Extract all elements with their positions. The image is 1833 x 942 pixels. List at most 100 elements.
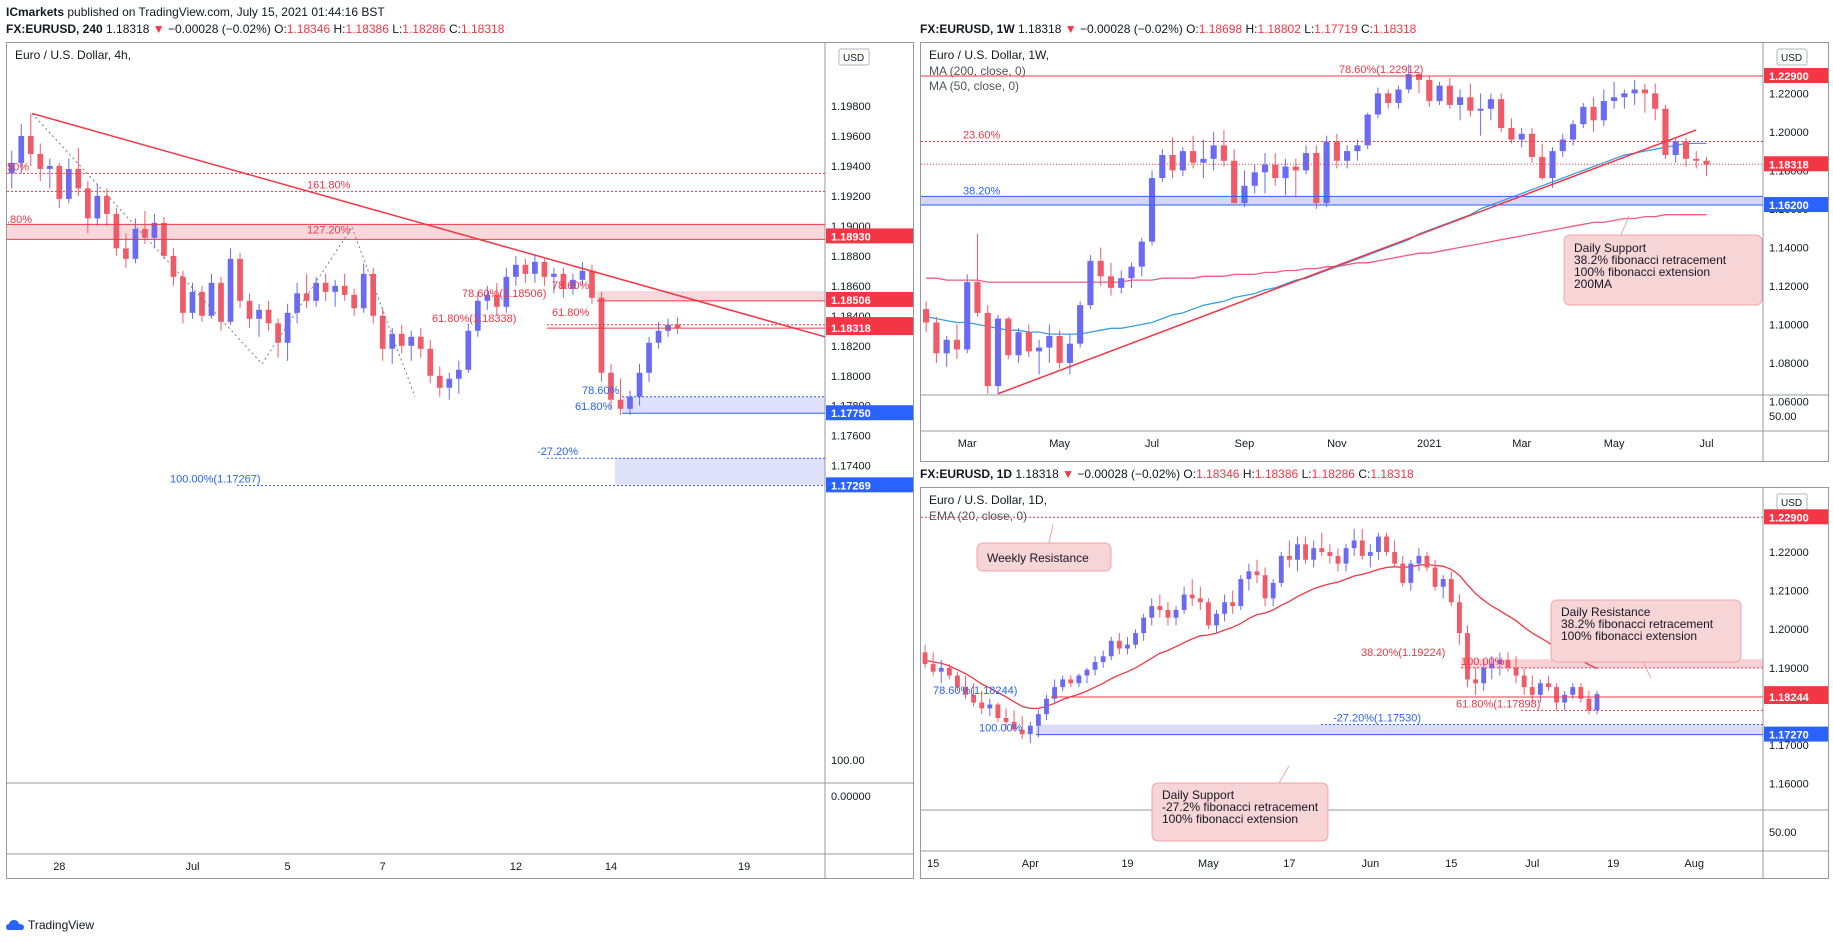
- support-zone: [921, 196, 1763, 206]
- candle-body: [503, 276, 510, 307]
- y-tick-label: 1.06000: [1769, 396, 1809, 408]
- d1-last-price: 1.18318: [1015, 467, 1059, 481]
- candle-body: [1415, 74, 1423, 80]
- y-tick-label: 1.18000: [831, 371, 871, 383]
- fib-guide-line: [31, 113, 263, 365]
- w1-change: −0.00028 (−0.02%): [1079, 22, 1183, 36]
- callout-pointer: [1642, 661, 1652, 679]
- candle-body: [227, 258, 234, 322]
- y-tick-label: 1.22000: [1769, 88, 1809, 100]
- d1-chart[interactable]: 1.22000 1.21000 1.20000 1.19000 1.17000 1.160…: [921, 488, 1828, 878]
- y-tick-label: 1.18200: [831, 341, 871, 353]
- candle-body: [1179, 151, 1186, 171]
- price-tag-label: 1.18506: [831, 295, 871, 307]
- price-tag-label: 1.17269: [831, 480, 871, 492]
- candle-body: [1141, 617, 1147, 634]
- w1-chart[interactable]: 1.220001.200001.180001.160001.140001.120…: [921, 43, 1828, 461]
- candle-body: [132, 228, 139, 259]
- w1-symbol-line: FX:EURUSD, 1W 1.18318 ▼ −0.00028 (−0.02%…: [920, 22, 1416, 36]
- ema20-line: [924, 563, 1598, 710]
- candle-body: [1254, 571, 1260, 576]
- fib-guide-line: [351, 227, 416, 397]
- fib-label: 61.80%: [552, 307, 590, 319]
- candle-body: [1220, 145, 1227, 161]
- candle-body: [1060, 679, 1066, 688]
- candle-body: [1015, 332, 1022, 356]
- candle-body: [1066, 343, 1073, 363]
- price-tag: [1764, 68, 1828, 84]
- y-tick-label: 1.19800: [831, 101, 871, 113]
- price-tag-label: 1.22900: [1769, 512, 1809, 524]
- candle-body: [1272, 164, 1279, 179]
- candle-body: [1313, 153, 1320, 204]
- candle-body: [1554, 687, 1559, 703]
- candle-body: [104, 195, 110, 214]
- d1-chart-panel[interactable]: 1.22000 1.21000 1.20000 1.19000 1.17000 1.160…: [920, 487, 1829, 879]
- y-tick-label: 1.14000: [1769, 242, 1809, 254]
- candle-body: [532, 261, 538, 274]
- candle-body: [627, 396, 633, 409]
- candle-body: [1230, 602, 1236, 607]
- candle-body: [1682, 141, 1690, 159]
- candle-body: [27, 135, 34, 154]
- candle-body: [655, 330, 662, 343]
- candle-body: [1672, 141, 1679, 155]
- callout-box: [1550, 599, 1742, 663]
- candle-body: [1046, 335, 1053, 348]
- candle-body: [1189, 594, 1195, 599]
- candle-body: [922, 652, 928, 664]
- candle-body: [436, 375, 443, 388]
- h4-chart-panel[interactable]: 1.19800 1.19600 1.19400 1.19200 1.19000 1.188…: [6, 42, 914, 879]
- candle-body: [1456, 602, 1462, 634]
- candle-body: [123, 248, 129, 259]
- candle-body: [946, 667, 952, 676]
- y-tick-label: 1.19600: [831, 131, 871, 143]
- x-tick-label: 14: [605, 861, 617, 873]
- fib-label: 61.80%(1.18338): [432, 313, 516, 325]
- oscillator-tick-label: 100.00: [831, 755, 865, 767]
- candle-body: [994, 318, 1002, 387]
- h4-chart[interactable]: 1.198001.196001.194001.192001.190001.188…: [7, 43, 913, 878]
- candle-body: [265, 309, 272, 324]
- low-label: L:: [392, 22, 403, 36]
- candle-body: [1019, 729, 1025, 735]
- candle-body: [370, 273, 377, 316]
- candle-body: [1107, 276, 1115, 288]
- candle-body: [1652, 93, 1659, 109]
- candle-body: [379, 315, 386, 349]
- candle-body: [1165, 609, 1171, 618]
- candle-body: [1436, 85, 1443, 102]
- fib-label: 78.60%(1.18244): [933, 685, 1017, 697]
- tradingview-logo[interactable]: TradingView: [6, 918, 94, 932]
- candle-body: [579, 270, 586, 280]
- price-tag-label: 1.18318: [1769, 159, 1809, 171]
- publisher-name[interactable]: ICmarkets: [6, 5, 65, 19]
- candle-body: [1200, 158, 1207, 163]
- currency-label: USD: [843, 53, 864, 64]
- close-label: C:: [1360, 22, 1373, 36]
- candle-body: [930, 663, 936, 672]
- candle-body: [142, 228, 148, 238]
- fib-label: 127.20%: [307, 224, 351, 236]
- w1-high: 1.18802: [1257, 22, 1301, 36]
- candle-body: [341, 285, 348, 295]
- candle-body: [1138, 241, 1145, 267]
- candle-body: [246, 300, 253, 319]
- candle-body: [570, 279, 576, 289]
- candle-body: [75, 168, 82, 189]
- fib-label: 61.80%: [575, 401, 613, 413]
- candle-body: [1432, 567, 1438, 587]
- candle-body: [1367, 552, 1373, 556]
- w1-chart-panel[interactable]: 1.220001.200001.180001.160001.140001.120…: [920, 42, 1829, 462]
- candle-body: [360, 273, 367, 309]
- candle-body: [1068, 679, 1074, 684]
- open-label: O:: [274, 22, 287, 36]
- candle-body: [1621, 93, 1628, 98]
- w1-last-price: 1.18318: [1018, 22, 1062, 36]
- candle-body: [1385, 93, 1392, 103]
- candle-body: [1359, 540, 1365, 556]
- candle-body: [1400, 563, 1406, 583]
- candle-body: [56, 165, 63, 199]
- candle-body: [1594, 694, 1600, 711]
- change-arrow-icon: ▼: [152, 22, 165, 36]
